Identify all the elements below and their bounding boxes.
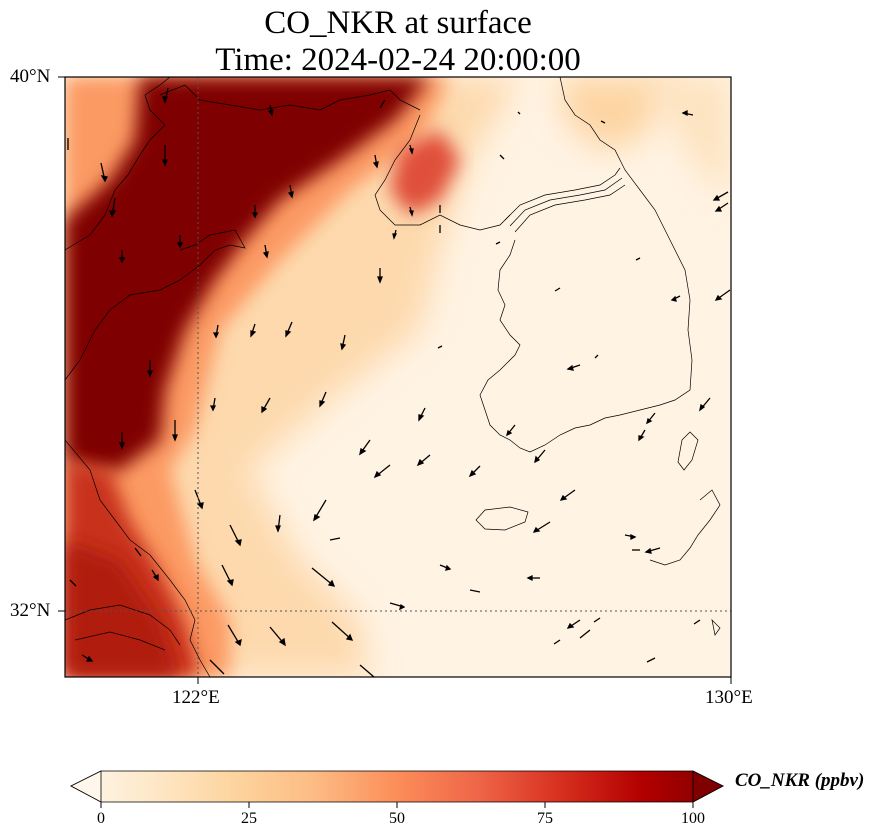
colorbar-tick-25: 25 — [241, 810, 257, 827]
colorbar-bar — [70, 770, 724, 803]
axis-ticks — [58, 76, 732, 684]
colorbar-tick-75: 75 — [537, 810, 553, 827]
wind-vectors — [67, 87, 731, 678]
colorbar-extend-high — [692, 770, 724, 803]
colorbar — [70, 770, 724, 808]
colorbar-tick-0: 0 — [97, 810, 105, 827]
map-title: CO_NKR at surface — [264, 5, 532, 41]
concentration-field — [65, 77, 731, 677]
map-time: Time: 2024-02-24 20:00:00 — [215, 42, 581, 78]
lat-label-40: 40°N — [10, 66, 51, 87]
colorbar-tick-100: 100 — [681, 810, 705, 827]
coastlines — [65, 77, 721, 677]
lat-label-32: 32°N — [10, 600, 51, 621]
gridlines — [65, 77, 731, 677]
lon-label-130: 130°E — [705, 687, 753, 708]
colorbar-label: CO_NKR (ppbv) — [735, 770, 865, 791]
lon-label-122: 122°E — [172, 687, 220, 708]
map-frame — [64, 76, 732, 678]
colorbar-tick-50: 50 — [389, 810, 405, 827]
colorbar-extend-low — [70, 770, 102, 803]
